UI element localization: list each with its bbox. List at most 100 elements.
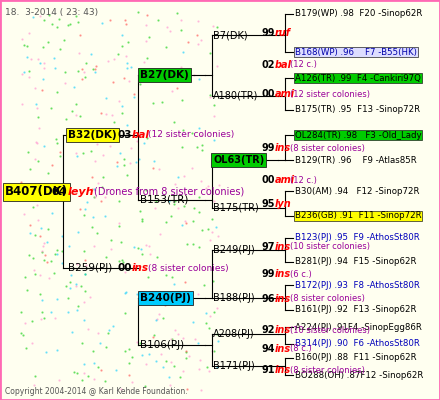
- Point: [79, 66, 86, 72]
- Point: [19, 36, 26, 42]
- Point: [137, 208, 144, 214]
- Point: [118, 102, 125, 109]
- Text: B171(PJ): B171(PJ): [213, 361, 255, 371]
- Point: [110, 56, 117, 62]
- Point: [73, 306, 81, 313]
- Point: [169, 336, 176, 343]
- Text: 91: 91: [262, 365, 275, 375]
- Point: [73, 260, 81, 267]
- Point: [209, 348, 216, 354]
- Point: [194, 144, 201, 150]
- Text: B407(DK): B407(DK): [5, 186, 68, 198]
- Point: [102, 378, 109, 384]
- Point: [53, 136, 60, 142]
- Point: [48, 182, 55, 189]
- Point: [116, 258, 123, 264]
- Point: [103, 344, 110, 350]
- Point: [40, 64, 47, 71]
- Point: [126, 160, 133, 166]
- Point: [159, 315, 166, 321]
- Point: [79, 76, 86, 82]
- Point: [33, 202, 40, 208]
- Point: [92, 136, 99, 143]
- Point: [215, 182, 222, 188]
- Text: B314(PJ) .90  F6 -AthosSt80R: B314(PJ) .90 F6 -AthosSt80R: [295, 340, 420, 348]
- Point: [31, 85, 38, 92]
- Point: [92, 66, 99, 72]
- Point: [131, 262, 138, 268]
- Point: [214, 364, 221, 370]
- Point: [45, 12, 52, 19]
- Point: [125, 39, 132, 46]
- Point: [169, 274, 176, 280]
- Point: [209, 228, 216, 235]
- Point: [18, 309, 25, 315]
- Point: [121, 17, 128, 24]
- Point: [37, 272, 44, 278]
- Point: [135, 156, 142, 162]
- Text: leyh: leyh: [68, 187, 95, 197]
- Point: [56, 45, 63, 52]
- Point: [195, 40, 202, 47]
- Point: [168, 213, 175, 220]
- Point: [149, 164, 156, 171]
- Point: [37, 12, 44, 19]
- Text: 95: 95: [262, 199, 275, 209]
- Point: [65, 309, 72, 316]
- Point: [20, 210, 27, 217]
- Point: [88, 224, 95, 230]
- Point: [53, 140, 60, 146]
- Point: [119, 257, 126, 264]
- Point: [81, 299, 88, 306]
- Point: [75, 50, 82, 56]
- Point: [172, 198, 179, 204]
- Point: [133, 159, 140, 166]
- Point: [28, 340, 35, 346]
- Point: [120, 74, 127, 81]
- Point: [79, 340, 86, 347]
- Point: [37, 60, 44, 66]
- Point: [25, 74, 32, 80]
- Point: [152, 317, 159, 324]
- Point: [158, 350, 165, 357]
- Point: [174, 174, 181, 180]
- Point: [49, 21, 56, 27]
- Point: [196, 209, 203, 215]
- Point: [169, 88, 176, 94]
- Point: [204, 226, 211, 232]
- Point: [53, 247, 60, 253]
- Point: [214, 338, 221, 345]
- Point: [23, 345, 30, 352]
- Text: 96: 96: [262, 294, 275, 304]
- Text: bal: bal: [132, 130, 150, 140]
- Point: [190, 319, 197, 325]
- Point: [19, 71, 26, 77]
- Point: [157, 73, 164, 79]
- Point: [206, 92, 213, 98]
- Point: [21, 42, 28, 48]
- Point: [206, 237, 213, 244]
- Text: B172(PJ) .93  F8 -AthosSt80R: B172(PJ) .93 F8 -AthosSt80R: [295, 280, 420, 290]
- Point: [150, 158, 157, 164]
- Point: [214, 331, 221, 337]
- Text: B32(DK): B32(DK): [68, 130, 117, 140]
- Text: (6 c.): (6 c.): [290, 270, 312, 278]
- Point: [114, 163, 121, 170]
- Point: [155, 17, 162, 23]
- Point: [44, 239, 51, 246]
- Point: [156, 166, 163, 172]
- Point: [74, 228, 81, 235]
- Point: [127, 145, 134, 152]
- Point: [177, 374, 184, 380]
- Text: ami: ami: [275, 89, 295, 99]
- Point: [196, 366, 203, 372]
- Point: [167, 300, 174, 307]
- Point: [51, 64, 58, 71]
- Text: ins: ins: [132, 263, 149, 273]
- Point: [111, 118, 118, 125]
- Point: [103, 95, 110, 102]
- Text: 99: 99: [262, 143, 275, 153]
- Point: [189, 130, 196, 136]
- Text: B175(TR) .95  F13 -Sinop72R: B175(TR) .95 F13 -Sinop72R: [295, 106, 420, 114]
- Point: [123, 60, 130, 66]
